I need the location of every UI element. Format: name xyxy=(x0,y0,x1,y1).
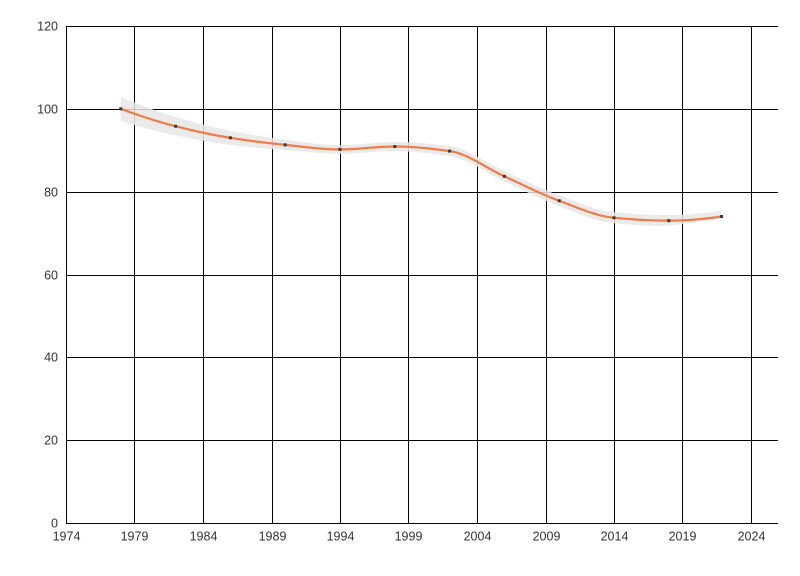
svg-text:120: 120 xyxy=(37,20,58,34)
svg-text:1984: 1984 xyxy=(190,530,218,544)
svg-text:20: 20 xyxy=(44,434,58,448)
svg-text:1974: 1974 xyxy=(53,530,81,544)
svg-text:1994: 1994 xyxy=(327,530,355,544)
svg-text:2014: 2014 xyxy=(601,530,629,544)
svg-text:2019: 2019 xyxy=(669,530,697,544)
svg-text:0: 0 xyxy=(51,517,58,531)
svg-text:60: 60 xyxy=(44,269,58,283)
svg-text:80: 80 xyxy=(44,186,58,200)
svg-text:1999: 1999 xyxy=(395,530,423,544)
svg-text:1979: 1979 xyxy=(121,530,149,544)
svg-text:40: 40 xyxy=(44,351,58,365)
svg-text:100: 100 xyxy=(37,103,58,117)
svg-text:2004: 2004 xyxy=(464,530,492,544)
svg-text:1989: 1989 xyxy=(259,530,287,544)
svg-text:2009: 2009 xyxy=(533,530,561,544)
svg-text:2024: 2024 xyxy=(738,530,766,544)
